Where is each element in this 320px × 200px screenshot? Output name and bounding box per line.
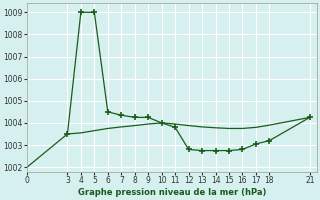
X-axis label: Graphe pression niveau de la mer (hPa): Graphe pression niveau de la mer (hPa) xyxy=(77,188,266,197)
